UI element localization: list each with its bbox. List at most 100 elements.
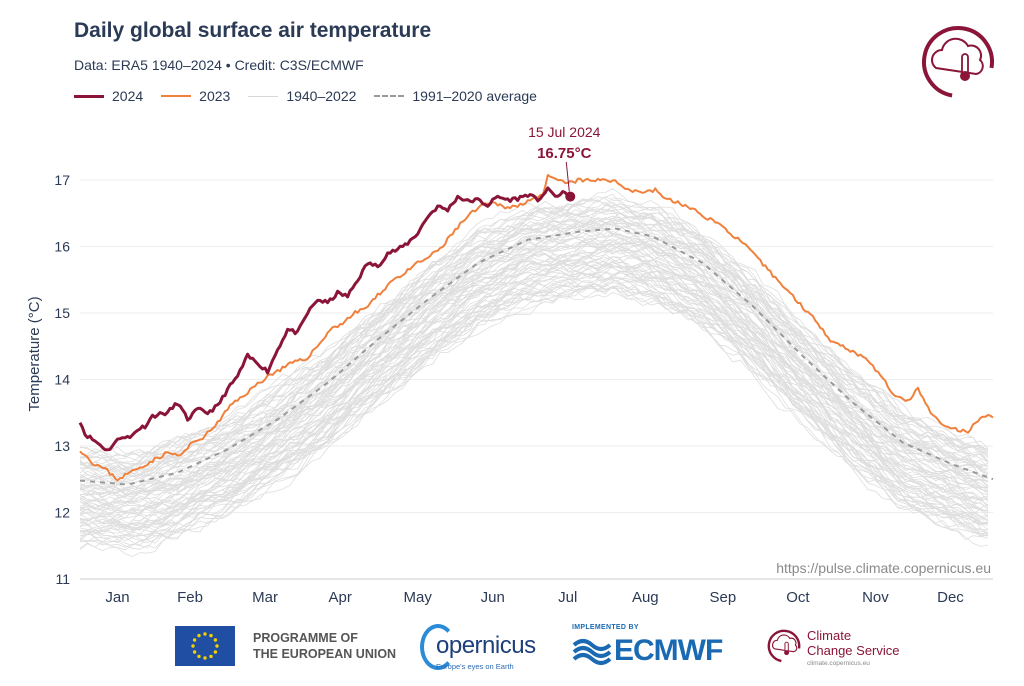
x-tick-label: Apr xyxy=(328,589,351,606)
annotation-marker[interactable] xyxy=(565,191,576,202)
ecmwf-waves-icon xyxy=(572,639,612,665)
legend-item-2023[interactable]: 2023 xyxy=(161,88,230,104)
chart-title: Daily global surface air temperature xyxy=(74,19,432,42)
series-line-average[interactable] xyxy=(79,227,994,486)
annotation: 15 Jul 2024 16.75°C xyxy=(528,124,601,202)
source-url[interactable]: https://pulse.climate.copernicus.eu xyxy=(776,560,991,576)
eu-star-icon xyxy=(192,638,197,642)
legend-item-historical[interactable]: 1940–2022 xyxy=(248,88,356,104)
ccs-name-line1: Climate xyxy=(807,628,852,643)
historical-year-line xyxy=(79,270,989,531)
historical-year-line xyxy=(79,206,989,475)
historical-year-line xyxy=(79,283,989,552)
x-tick-label: Aug xyxy=(632,589,659,606)
historical-year-line xyxy=(79,283,989,557)
ccs-name: Climate Change Service xyxy=(807,628,900,658)
historical-year-line xyxy=(79,238,989,494)
historical-year-line xyxy=(79,269,989,530)
legend-swatch-historical xyxy=(248,95,279,97)
ccs-thermometer-icon xyxy=(767,629,801,663)
historical-year-line xyxy=(79,199,989,464)
eu-star-icon xyxy=(215,644,219,648)
historical-year-line xyxy=(79,214,989,473)
copernicus-tagline: Europe's eyes on Earth xyxy=(436,662,514,671)
legend-label-2023: 2023 xyxy=(199,88,231,104)
y-tick-label: 16 xyxy=(54,238,70,254)
copernicus-logo[interactable]: opernicus Europe's eyes on Earth xyxy=(420,622,540,674)
historical-year-line xyxy=(79,242,989,514)
ccs-url: climate.copernicus.eu xyxy=(807,660,870,667)
ccs-name-line2: Change Service xyxy=(807,643,900,658)
y-tick-label: 15 xyxy=(54,305,70,321)
copernicus-wordmark: opernicus xyxy=(436,632,536,659)
eu-star-icon xyxy=(191,644,195,648)
eu-star-icon xyxy=(209,654,213,659)
legend: 2024 2023 1940–2022 1991–2020 average xyxy=(74,88,555,104)
historical-year-line xyxy=(79,266,989,530)
eu-text-line1: PROGRAMME OF xyxy=(253,631,358,645)
x-tick-label: Jul xyxy=(558,589,577,606)
eu-stars-icon xyxy=(191,632,219,660)
legend-label-2024: 2024 xyxy=(112,88,144,104)
annotation-date: 15 Jul 2024 xyxy=(528,124,601,140)
historical-year-line xyxy=(79,188,989,466)
ecmwf-wordmark: ECMWF xyxy=(614,634,723,667)
footer-logos: PROGRAMME OF THE EUROPEAN UNION opernicu… xyxy=(0,612,1024,686)
historical-year-line xyxy=(79,244,989,510)
historical-year-line xyxy=(79,256,989,513)
c3s-thermometer-icon xyxy=(922,26,994,98)
eu-star-icon xyxy=(203,632,207,636)
ccs-logo[interactable]: Climate Change Service climate.copernicu… xyxy=(765,622,915,674)
eu-star-icon xyxy=(197,654,201,659)
historical-year-line xyxy=(79,257,989,516)
historical-year-line xyxy=(79,254,989,519)
eu-programme-text: PROGRAMME OF THE EUROPEAN UNION xyxy=(253,630,396,662)
eu-star-icon xyxy=(213,638,218,642)
y-axis-label: Temperature (°C) xyxy=(26,296,43,411)
annotation-pointer xyxy=(565,161,570,192)
eu-star-icon xyxy=(197,633,201,638)
legend-item-2024[interactable]: 2024 xyxy=(74,88,143,104)
y-tick-label: 17 xyxy=(54,172,70,188)
temperature-chart: 11 12 13 14 15 16 17 Jan Feb Mar Apr May Jun Jul Aug S… xyxy=(26,26,994,606)
historical-year-line xyxy=(79,220,989,485)
historical-year-line xyxy=(79,280,989,546)
historical-year-line xyxy=(79,283,989,544)
legend-swatch-2024 xyxy=(74,94,104,98)
historical-year-line xyxy=(79,222,989,495)
y-tick-label: 13 xyxy=(54,438,70,454)
ecmwf-logo[interactable]: IMPLEMENTED BY ECMWF xyxy=(572,622,742,674)
historical-year-line xyxy=(79,259,989,528)
historical-year-line xyxy=(79,222,989,496)
x-tick-label: Jun xyxy=(481,589,505,606)
legend-label-average: 1991–2020 average xyxy=(412,88,537,104)
copernicus-arc-icon xyxy=(420,624,456,670)
series-line-2024[interactable] xyxy=(78,186,571,452)
legend-swatch-2023 xyxy=(161,95,192,97)
legend-swatch-average xyxy=(374,95,405,97)
historical-year-line xyxy=(79,197,989,462)
series-lines xyxy=(78,174,994,486)
historical-year-line xyxy=(79,233,989,507)
historical-year-line xyxy=(79,196,989,455)
historical-year-line xyxy=(79,278,989,539)
y-tick-labels: 11 12 13 14 15 16 17 xyxy=(54,172,70,587)
annotation-value: 16.75°C xyxy=(537,145,592,162)
x-tick-label: Jan xyxy=(105,589,129,606)
historical-year-line xyxy=(79,242,989,508)
eu-star-icon xyxy=(213,650,218,654)
chart-subtitle: Data: ERA5 1940–2024 • Credit: C3S/ECMWF xyxy=(74,57,364,73)
historical-year-line xyxy=(79,262,989,525)
historical-year-line xyxy=(79,265,989,536)
historical-year-line xyxy=(79,220,989,494)
legend-item-average[interactable]: 1991–2020 average xyxy=(374,88,537,104)
x-tick-label: May xyxy=(404,589,433,606)
eu-flag-icon xyxy=(175,626,235,666)
y-tick-label: 14 xyxy=(54,371,70,387)
historical-year-line xyxy=(79,224,989,493)
eu-star-icon xyxy=(192,650,197,654)
legend-label-historical: 1940–2022 xyxy=(286,88,357,104)
x-tick-label: Mar xyxy=(252,589,278,606)
x-tick-labels: Jan Feb Mar Apr May Jun Jul Aug Sep Oct Nov Dec xyxy=(105,589,964,606)
y-tick-label: 12 xyxy=(54,504,70,520)
